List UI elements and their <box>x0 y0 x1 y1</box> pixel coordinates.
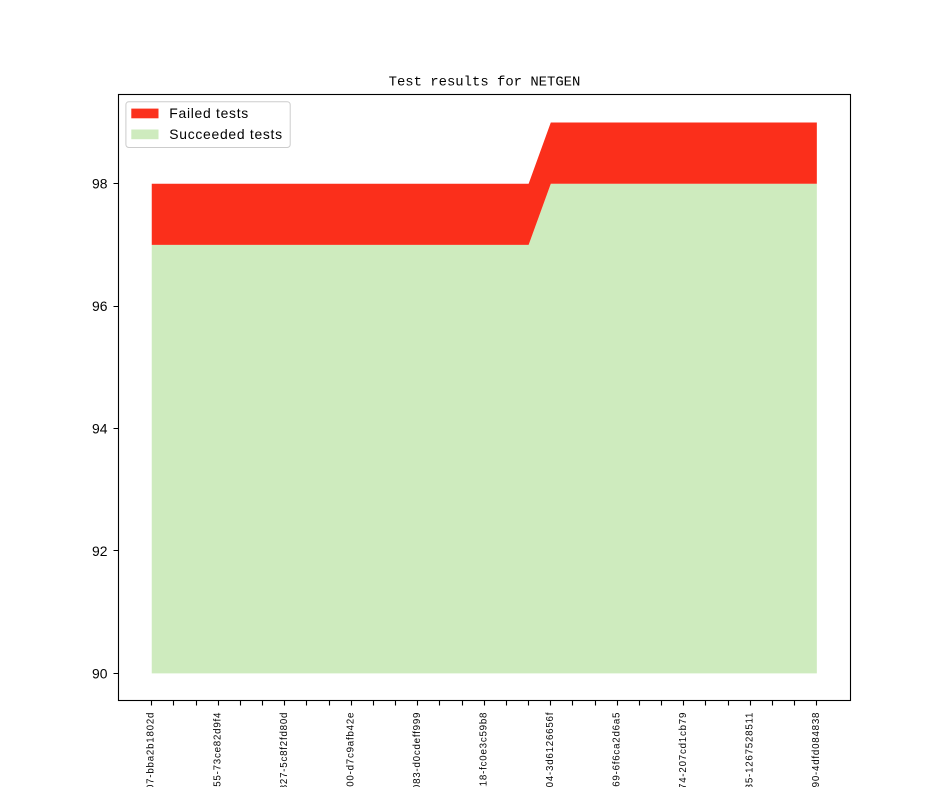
svg-text:2327-5c8f2fd80d: 2327-5c8f2fd80d <box>279 712 290 787</box>
svg-text:98: 98 <box>92 176 108 192</box>
svg-text:90: 90 <box>92 665 108 681</box>
svg-text:2390-4dfd084838: 2390-4dfd084838 <box>811 712 822 787</box>
svg-text:Succeeded tests: Succeeded tests <box>169 126 283 142</box>
svg-text:2255-73ce82d9f4: 2255-73ce82d9f4 <box>212 712 223 787</box>
svg-text:2335-1267528511: 2335-1267528511 <box>744 712 755 787</box>
svg-text:2274-207cd1cb79: 2274-207cd1cb79 <box>678 712 689 787</box>
svg-text:92: 92 <box>92 543 108 559</box>
svg-text:2118-fc0e3c59b8: 2118-fc0e3c59b8 <box>478 712 489 787</box>
svg-text:Failed tests: Failed tests <box>169 105 249 121</box>
svg-text:2107-bba2b1802d: 2107-bba2b1802d <box>146 712 157 787</box>
svg-text:2400-d7c9afb42e: 2400-d7c9afb42e <box>345 712 356 787</box>
svg-text:Test results for NETGEN: Test results for NETGEN <box>389 75 581 91</box>
svg-text:96: 96 <box>92 298 108 314</box>
svg-text:2083-d0cdeff999: 2083-d0cdeff999 <box>412 712 423 787</box>
svg-text:2269-6f6ca2d6a5: 2269-6f6ca2d6a5 <box>611 712 622 787</box>
svg-text:94: 94 <box>92 421 108 437</box>
svg-text:2204-3d6126656f: 2204-3d6126656f <box>545 712 556 787</box>
